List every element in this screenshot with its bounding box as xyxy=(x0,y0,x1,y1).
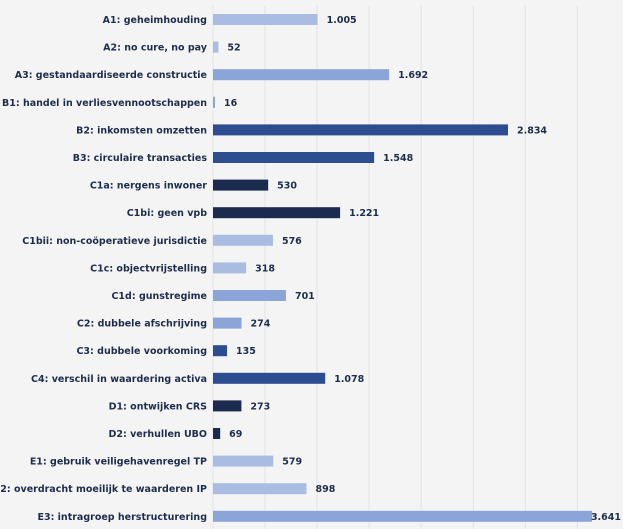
value-label: 576 xyxy=(282,236,302,247)
bar xyxy=(213,234,273,246)
category-label: C1c: objectvrijstelling xyxy=(90,263,207,274)
value-label: 273 xyxy=(250,401,270,412)
bars xyxy=(213,14,592,522)
category-label: C1bii: non-coöperatieve jurisdictie xyxy=(22,236,207,247)
value-label: 530 xyxy=(277,181,297,192)
category-label: E1: gebruik veiligehavenregel TP xyxy=(30,457,207,468)
category-label: E2: overdracht moeilijk te waarderen IP xyxy=(0,484,207,495)
value-label: 898 xyxy=(315,484,335,495)
bar xyxy=(213,372,326,384)
category-label: A1: geheimhouding xyxy=(103,15,207,26)
category-label: C1d: gunstregime xyxy=(111,291,207,302)
bar xyxy=(213,262,247,274)
value-labels: 1.005 52 1.692 16 2.834 1.548 530 1.221 576 318 70… xyxy=(224,15,621,523)
category-label: C4: verschil in waardering activa xyxy=(31,374,207,385)
value-label: 1.221 xyxy=(349,208,379,219)
category-label: C2: dubbele afschrijving xyxy=(77,319,207,330)
value-label: 1.692 xyxy=(398,70,428,81)
category-label: C1a: nergens inwoner xyxy=(90,181,207,192)
category-labels: A1: geheimhouding A2: no cure, no pay A3: … xyxy=(0,15,208,523)
bar xyxy=(213,69,390,81)
bar xyxy=(213,179,269,191)
bar xyxy=(213,207,341,219)
bar xyxy=(213,290,286,301)
bar xyxy=(213,400,242,412)
value-label: 318 xyxy=(255,263,275,274)
bar xyxy=(213,510,592,522)
value-label: 1.005 xyxy=(327,15,357,26)
bar xyxy=(213,152,375,163)
category-label: B3: circulaire transacties xyxy=(73,153,208,164)
category-label: E3: intragroep herstructurering xyxy=(37,512,207,523)
bar xyxy=(213,483,307,495)
value-label: 701 xyxy=(295,291,315,302)
category-label: B1: handel in verliesvennootschappen xyxy=(2,98,207,109)
category-label: C1bi: geen vpb xyxy=(127,208,207,219)
bar xyxy=(213,41,219,53)
value-label: 16 xyxy=(224,98,238,109)
bar xyxy=(213,14,318,25)
grid-lines xyxy=(212,6,578,529)
category-label: B2: inkomsten omzetten xyxy=(76,125,207,136)
category-label: A3: gestandaardiseerde constructie xyxy=(15,70,207,81)
bar xyxy=(213,317,242,329)
value-label: 1.078 xyxy=(334,374,364,385)
category-label: D1: ontwijken CRS xyxy=(109,401,208,412)
category-label: A2: no cure, no pay xyxy=(103,43,208,54)
bar xyxy=(213,345,228,357)
value-label: 274 xyxy=(251,319,271,330)
bar xyxy=(213,428,221,439)
value-label: 2.834 xyxy=(517,125,547,136)
value-label: 52 xyxy=(227,43,240,54)
value-label: 3.641 xyxy=(591,512,621,523)
bar xyxy=(213,455,274,467)
value-label: 579 xyxy=(282,457,302,468)
value-label: 69 xyxy=(229,429,242,440)
value-label: 135 xyxy=(236,346,256,357)
bar xyxy=(213,96,215,108)
category-label: D2: verhullen UBO xyxy=(108,429,207,440)
value-label: 1.548 xyxy=(383,153,413,164)
bar xyxy=(213,124,508,136)
category-label: C3: dubbele voorkoming xyxy=(76,346,207,357)
